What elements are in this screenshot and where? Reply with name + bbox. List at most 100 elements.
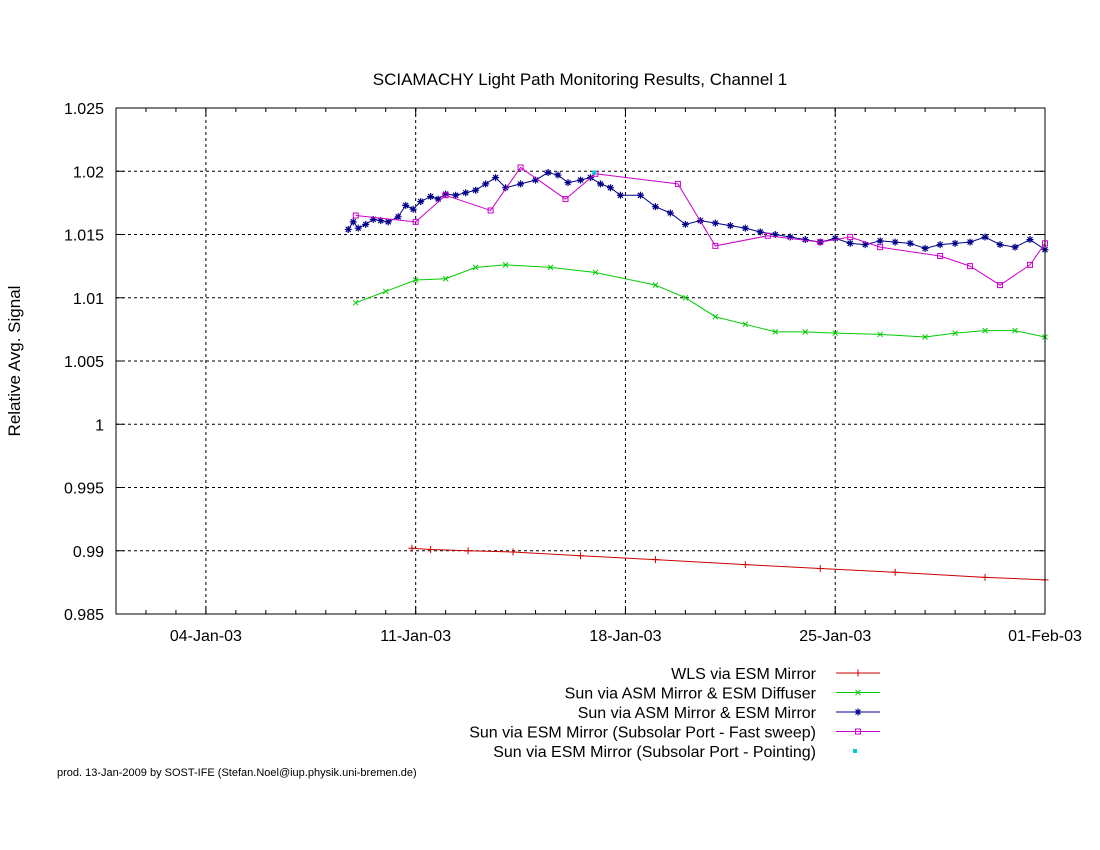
- data-point: [544, 169, 552, 177]
- data-point: [592, 170, 597, 175]
- y-axis-label: Relative Avg. Signal: [5, 286, 24, 437]
- data-point: [394, 213, 402, 221]
- grid: [116, 108, 1045, 614]
- data-point: [442, 190, 450, 198]
- data-point: [464, 547, 472, 555]
- series-line: [355, 166, 1046, 286]
- data-point: [382, 288, 389, 295]
- data-point: [981, 573, 989, 581]
- footer-credit: prod. 13-Jan-2009 by SOST-IFE (Stefan.No…: [57, 767, 417, 779]
- data-point: [362, 220, 370, 228]
- data-point: [801, 236, 809, 244]
- data-point: [846, 239, 854, 247]
- data-point: [1027, 261, 1034, 268]
- x-tick-label: 01-Feb-03: [1008, 628, 1082, 645]
- data-point: [482, 180, 490, 188]
- data-point: [831, 234, 839, 242]
- data-point: [1011, 243, 1019, 251]
- data-point: [891, 568, 899, 576]
- y-tick-label: 0.985: [64, 607, 104, 624]
- data-point: [354, 224, 362, 232]
- legend-item: Sun via ESM Mirror (Subsolar Port - Fast…: [469, 725, 880, 742]
- data-point: [651, 203, 659, 211]
- data-point: [967, 263, 974, 270]
- data-point: [742, 321, 749, 328]
- data-point: [855, 689, 861, 696]
- data-point: [517, 180, 525, 188]
- legend-item: WLS via ESM Mirror: [671, 666, 880, 683]
- data-point: [532, 176, 540, 184]
- x-tick-label: 18-Jan-03: [589, 628, 661, 645]
- data-point: [816, 564, 824, 572]
- legend-label: Sun via ASM Mirror & ESM Diffuser: [565, 686, 817, 703]
- data-point: [554, 171, 562, 179]
- data-point: [674, 180, 681, 187]
- data-point: [412, 218, 419, 225]
- data-point: [982, 327, 988, 334]
- data-point: [577, 176, 584, 184]
- data-point: [502, 262, 509, 268]
- data-point: [854, 669, 862, 677]
- series-sun-via-asm-mirror-esm-mirror: [344, 169, 1049, 254]
- data-point: [855, 728, 861, 735]
- x-tick-label: 11-Jan-03: [380, 628, 451, 645]
- series-sun-via-asm-mirror-esm-diffuser: [352, 262, 1048, 340]
- data-point: [377, 217, 385, 225]
- legend-item: Sun via ASM Mirror & ESM Diffuser: [565, 686, 880, 703]
- data-point: [853, 749, 857, 753]
- axis-ticks: 0.985 0.99 0.995 1 1.005 1.01 1.015 1.02 1.025 04…: [64, 101, 1082, 645]
- data-point: [996, 241, 1004, 249]
- data-point: [877, 244, 884, 251]
- data-point: [452, 191, 460, 199]
- data-point: [666, 209, 674, 217]
- data-point: [352, 212, 359, 219]
- data-point: [802, 329, 809, 335]
- data-point: [402, 201, 410, 209]
- data-point: [682, 294, 689, 301]
- data-point: [876, 237, 884, 245]
- data-point: [344, 225, 352, 233]
- data-point: [771, 231, 779, 238]
- data-point: [384, 218, 392, 226]
- legend-label: Sun via ESM Mirror (Subsolar Port - Poin…: [493, 744, 816, 761]
- y-tick-label: 1: [95, 417, 104, 434]
- data-point: [517, 164, 524, 171]
- data-point: [772, 329, 779, 335]
- data-point: [712, 242, 719, 249]
- data-point: [652, 282, 659, 288]
- data-point: [349, 218, 357, 226]
- chart-title: SCIAMACHY Light Path Monitoring Results,…: [373, 70, 788, 89]
- data-point: [412, 277, 419, 283]
- legend-label: Sun via ESM Mirror (Subsolar Port - Fast…: [469, 725, 816, 742]
- data-point: [997, 282, 1004, 289]
- data-point: [681, 220, 689, 228]
- data-point: [741, 224, 749, 232]
- data-point: [442, 192, 449, 199]
- data-point: [922, 334, 928, 340]
- data-point: [472, 264, 479, 271]
- data-point: [1012, 327, 1018, 334]
- data-point: [786, 233, 794, 241]
- data-point: [764, 232, 771, 239]
- data-point: [832, 330, 839, 337]
- data-point: [409, 205, 417, 213]
- data-point: [756, 228, 764, 236]
- x-tick-label: 04-Jan-03: [170, 628, 242, 645]
- legend-label: Sun via ASM Mirror & ESM Mirror: [578, 705, 817, 722]
- data-point: [952, 330, 958, 337]
- legend: WLS via ESM Mirror Sun via ASM Mirror & E…: [469, 666, 880, 761]
- data-point: [427, 545, 435, 553]
- data-point: [369, 215, 377, 223]
- x-tick-label: 25-Jan-03: [799, 628, 871, 645]
- data-point: [921, 244, 929, 252]
- data-point: [906, 239, 914, 247]
- data-point: [502, 184, 510, 192]
- data-point: [564, 179, 572, 187]
- legend-label: WLS via ESM Mirror: [671, 666, 817, 683]
- data-point: [606, 184, 614, 192]
- y-tick-label: 1.015: [64, 228, 104, 245]
- data-point: [726, 222, 734, 230]
- y-tick-label: 1.025: [64, 101, 104, 118]
- data-point: [741, 561, 749, 569]
- data-point: [861, 241, 869, 249]
